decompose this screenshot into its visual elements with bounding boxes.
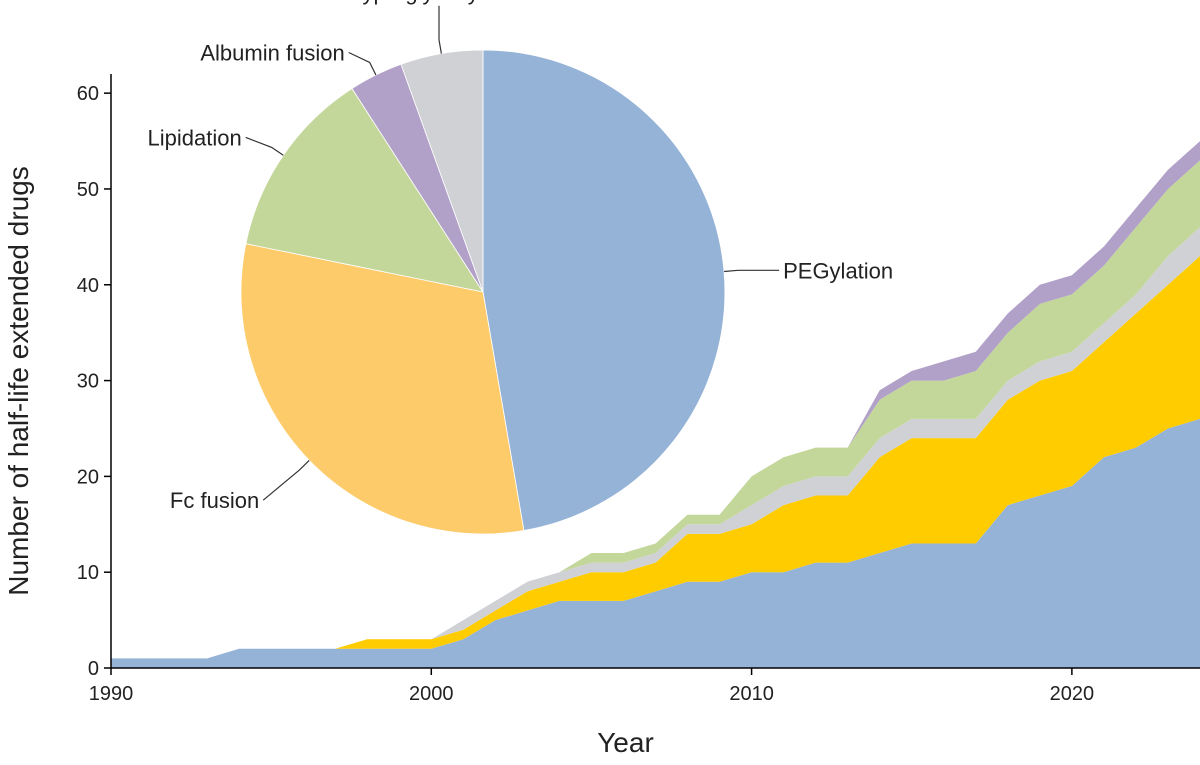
y-axis-ticks: 0 10 20 30 40 50 60 [77, 83, 111, 680]
y-axis-title: Number of half-life extended drugs [3, 166, 34, 596]
x-tick-label: 2010 [729, 683, 774, 705]
stacked-area-layer [111, 141, 1200, 668]
x-tick-label: 1990 [89, 683, 134, 705]
pie-chart [240, 49, 726, 535]
pie-leader-albumin-fusion [348, 51, 377, 76]
x-axis-ticks: 1990 2000 2010 2020 [89, 668, 1094, 705]
pie-slice-fc-fusion [240, 243, 525, 535]
y-tick-label: 0 [88, 658, 99, 680]
y-tick-label: 50 [77, 179, 99, 201]
pie-slice-hyperglycosylation [400, 49, 484, 293]
y-tick-label: 10 [77, 562, 99, 584]
area-series-fc-fusion [111, 256, 1200, 659]
pie-labels: PEGylation Fc fusion Lipidation Albumin fus… [148, 0, 894, 513]
pie-label-lipidation: Lipidation [148, 125, 242, 150]
x-tick-label: 2020 [1050, 683, 1095, 705]
y-tick-label: 30 [77, 371, 99, 393]
pie-label-albumin-fusion: Albumin fusion [200, 41, 344, 66]
pie-slice-pegylation [482, 49, 726, 531]
pie-leader-lipidation [245, 136, 284, 156]
x-tick-label: 2000 [409, 683, 454, 705]
pie-leader-pegylation [724, 269, 780, 273]
x-axis-title: Year [597, 727, 654, 758]
area-series-lipidation [111, 160, 1200, 659]
y-tick-label: 40 [77, 275, 99, 297]
axes [110, 74, 1200, 669]
pie-label-fc-fusion: Fc fusion [170, 488, 259, 513]
pie-leader-fc-fusion [262, 459, 310, 501]
area-series-pegylation [111, 418, 1200, 668]
pie-leader-hyperglycosylation [438, 5, 442, 54]
y-tick-label: 60 [77, 83, 99, 105]
y-tick-label: 20 [77, 466, 99, 488]
pie-label-hyperglycosylation: Hyperglycosylation [347, 0, 532, 5]
pie-label-pegylation: PEGylation [783, 258, 893, 283]
pie-slice-lipidation [245, 87, 484, 293]
